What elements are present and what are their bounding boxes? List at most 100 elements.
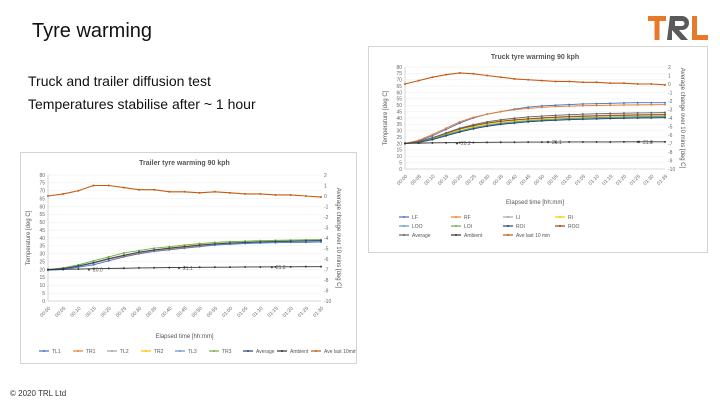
data-point bbox=[229, 266, 231, 269]
truck-chart-svg: Truck tyre warming 90 kph051015202530354… bbox=[383, 54, 685, 239]
y-tick-label: 25 bbox=[396, 135, 402, 141]
data-point bbox=[636, 103, 639, 106]
data-point bbox=[431, 141, 434, 144]
trailer-chart-svg: Trailer tyre warming 90 kph0510152025303… bbox=[26, 160, 356, 355]
x-tick-label: 01:15 bbox=[601, 174, 614, 187]
data-point bbox=[320, 196, 322, 199]
data-point bbox=[595, 81, 598, 84]
legend-marker bbox=[559, 216, 561, 218]
x-tick-label: 01:30 bbox=[642, 174, 655, 187]
trl-logo bbox=[648, 16, 708, 40]
annotation-label: 20.2 bbox=[461, 141, 471, 147]
data-point bbox=[77, 268, 80, 271]
data-point bbox=[472, 116, 475, 119]
data-point bbox=[445, 141, 448, 144]
x-tick-label: 00:30 bbox=[478, 174, 491, 187]
series-line bbox=[404, 116, 666, 144]
legend-marker bbox=[247, 350, 249, 352]
x-tick-label: 00:55 bbox=[547, 174, 560, 187]
data-point bbox=[650, 83, 653, 85]
data-point bbox=[107, 259, 110, 262]
data-point bbox=[107, 255, 110, 258]
data-point bbox=[622, 103, 625, 106]
series-line bbox=[404, 102, 665, 144]
data-point bbox=[595, 104, 598, 107]
data-point bbox=[213, 190, 216, 193]
slide-title: Tyre warming bbox=[32, 20, 153, 42]
y2-axis-label: Average change over 10 mins [deg C] bbox=[679, 68, 685, 169]
legend-marker bbox=[213, 350, 215, 352]
data-point bbox=[622, 117, 625, 120]
y-tick-label: 45 bbox=[396, 109, 402, 115]
data-point bbox=[486, 141, 489, 144]
data-point bbox=[664, 111, 666, 114]
x-tick-label: 01:35 bbox=[656, 174, 669, 187]
data-point bbox=[92, 259, 95, 262]
data-point bbox=[445, 131, 448, 134]
data-point bbox=[664, 101, 666, 104]
data-point bbox=[472, 141, 475, 144]
trailer-chart: Trailer tyre warming 90 kph 0 5 10 15 20 25 30 3… bbox=[20, 152, 357, 364]
data-point bbox=[229, 242, 231, 245]
data-point bbox=[499, 120, 502, 123]
data-point bbox=[540, 79, 543, 82]
data-point bbox=[92, 184, 95, 187]
y-tick-label: 75 bbox=[39, 181, 45, 187]
annotation-marker bbox=[177, 266, 181, 270]
legend-marker bbox=[43, 350, 45, 352]
legend-label: TL1 bbox=[52, 349, 61, 355]
y2-tick-label: -8 bbox=[324, 278, 329, 284]
y-tick-label: 25 bbox=[39, 259, 45, 265]
truck-chart: Truck tyre warming 90 kph 0 5 10 15 20 25 30 35 4… bbox=[368, 46, 708, 253]
data-point bbox=[568, 103, 571, 106]
data-point bbox=[107, 184, 110, 187]
data-point bbox=[183, 245, 186, 248]
data-point bbox=[499, 76, 502, 79]
x-tick-label: 01:25 bbox=[629, 174, 642, 187]
data-point bbox=[581, 140, 584, 143]
data-point bbox=[664, 140, 666, 143]
data-point bbox=[107, 267, 110, 270]
data-point bbox=[609, 104, 612, 107]
x-tick-label: 00:05 bbox=[410, 174, 423, 187]
y-tick-label: 70 bbox=[396, 78, 402, 84]
y2-tick-label: 1 bbox=[324, 183, 327, 189]
data-point bbox=[650, 115, 653, 118]
data-point bbox=[198, 242, 201, 245]
y2-tick-label: -5 bbox=[668, 124, 673, 130]
y2-tick-label: -6 bbox=[324, 257, 329, 263]
data-point bbox=[554, 105, 557, 108]
x-tick-label: 00:00 bbox=[396, 174, 409, 187]
annotation-marker bbox=[455, 142, 459, 145]
data-point bbox=[213, 266, 216, 269]
data-point bbox=[259, 192, 262, 195]
legend-marker bbox=[403, 216, 405, 218]
data-point bbox=[122, 251, 125, 254]
data-point bbox=[595, 116, 598, 119]
y2-tick-label: -10 bbox=[324, 299, 331, 305]
data-point bbox=[527, 120, 530, 123]
legend-label: LF bbox=[412, 215, 418, 221]
data-point bbox=[622, 114, 625, 117]
logo-l-foot bbox=[692, 35, 708, 40]
data-point bbox=[540, 117, 543, 119]
data-point bbox=[417, 142, 420, 145]
x-tick-label: 00:25 bbox=[464, 174, 477, 187]
x-tick-label: 00:20 bbox=[100, 306, 113, 319]
data-point bbox=[513, 77, 516, 80]
x-tick-label: 00:00 bbox=[39, 306, 52, 319]
data-point bbox=[107, 257, 110, 260]
x-tick-label: 00:05 bbox=[54, 306, 67, 319]
y-tick-label: 0 bbox=[399, 167, 402, 173]
data-point bbox=[259, 240, 262, 243]
data-point bbox=[122, 186, 125, 189]
data-point bbox=[527, 107, 530, 110]
y-tick-label: 50 bbox=[396, 103, 402, 109]
data-point bbox=[431, 133, 434, 136]
data-point bbox=[417, 140, 420, 143]
x-tick-label: 00:10 bbox=[69, 306, 82, 319]
data-point bbox=[499, 123, 502, 126]
legend-label: LOO bbox=[412, 224, 423, 230]
data-point bbox=[472, 123, 475, 126]
x-tick-label: 00:30 bbox=[130, 306, 143, 319]
